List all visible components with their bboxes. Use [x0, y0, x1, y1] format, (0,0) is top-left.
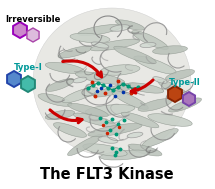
Ellipse shape — [148, 114, 192, 126]
Text: Irreversible: Irreversible — [5, 15, 61, 24]
Ellipse shape — [114, 46, 156, 64]
Ellipse shape — [62, 87, 98, 103]
Ellipse shape — [90, 39, 140, 51]
Ellipse shape — [169, 98, 201, 112]
Ellipse shape — [98, 137, 118, 143]
Ellipse shape — [100, 150, 150, 160]
Ellipse shape — [138, 99, 172, 111]
Ellipse shape — [33, 8, 191, 156]
FancyArrowPatch shape — [63, 61, 102, 77]
Ellipse shape — [78, 24, 122, 36]
Polygon shape — [21, 76, 35, 92]
Ellipse shape — [127, 132, 143, 138]
Ellipse shape — [121, 112, 159, 128]
Ellipse shape — [68, 103, 108, 117]
Ellipse shape — [115, 20, 144, 30]
Ellipse shape — [110, 25, 130, 31]
Ellipse shape — [153, 77, 167, 83]
FancyArrowPatch shape — [50, 110, 82, 123]
Ellipse shape — [45, 62, 85, 74]
Polygon shape — [7, 71, 21, 87]
Ellipse shape — [75, 72, 125, 84]
Ellipse shape — [83, 144, 127, 156]
Ellipse shape — [68, 134, 102, 156]
Ellipse shape — [153, 46, 187, 54]
Ellipse shape — [70, 33, 110, 43]
Ellipse shape — [126, 83, 164, 93]
Ellipse shape — [73, 77, 87, 83]
Ellipse shape — [112, 91, 148, 109]
Ellipse shape — [100, 65, 140, 75]
Polygon shape — [27, 28, 39, 42]
Ellipse shape — [158, 79, 192, 101]
Ellipse shape — [93, 83, 137, 97]
Ellipse shape — [142, 129, 178, 147]
Ellipse shape — [54, 123, 86, 137]
Ellipse shape — [140, 42, 156, 48]
Ellipse shape — [91, 42, 109, 48]
FancyArrowPatch shape — [131, 80, 153, 93]
Text: The FLT3 Kinase: The FLT3 Kinase — [40, 167, 174, 182]
Ellipse shape — [45, 110, 75, 120]
Ellipse shape — [58, 46, 92, 58]
Text: Type-I: Type-I — [14, 63, 42, 72]
Ellipse shape — [38, 94, 72, 106]
Ellipse shape — [166, 70, 195, 81]
Polygon shape — [183, 92, 195, 106]
Ellipse shape — [46, 79, 74, 91]
Ellipse shape — [73, 113, 117, 127]
Ellipse shape — [132, 31, 168, 49]
Ellipse shape — [88, 123, 142, 136]
Text: Type-II: Type-II — [169, 78, 201, 87]
Polygon shape — [168, 86, 182, 102]
Ellipse shape — [128, 144, 162, 156]
Ellipse shape — [85, 105, 135, 115]
Ellipse shape — [134, 56, 176, 74]
Polygon shape — [13, 22, 27, 38]
